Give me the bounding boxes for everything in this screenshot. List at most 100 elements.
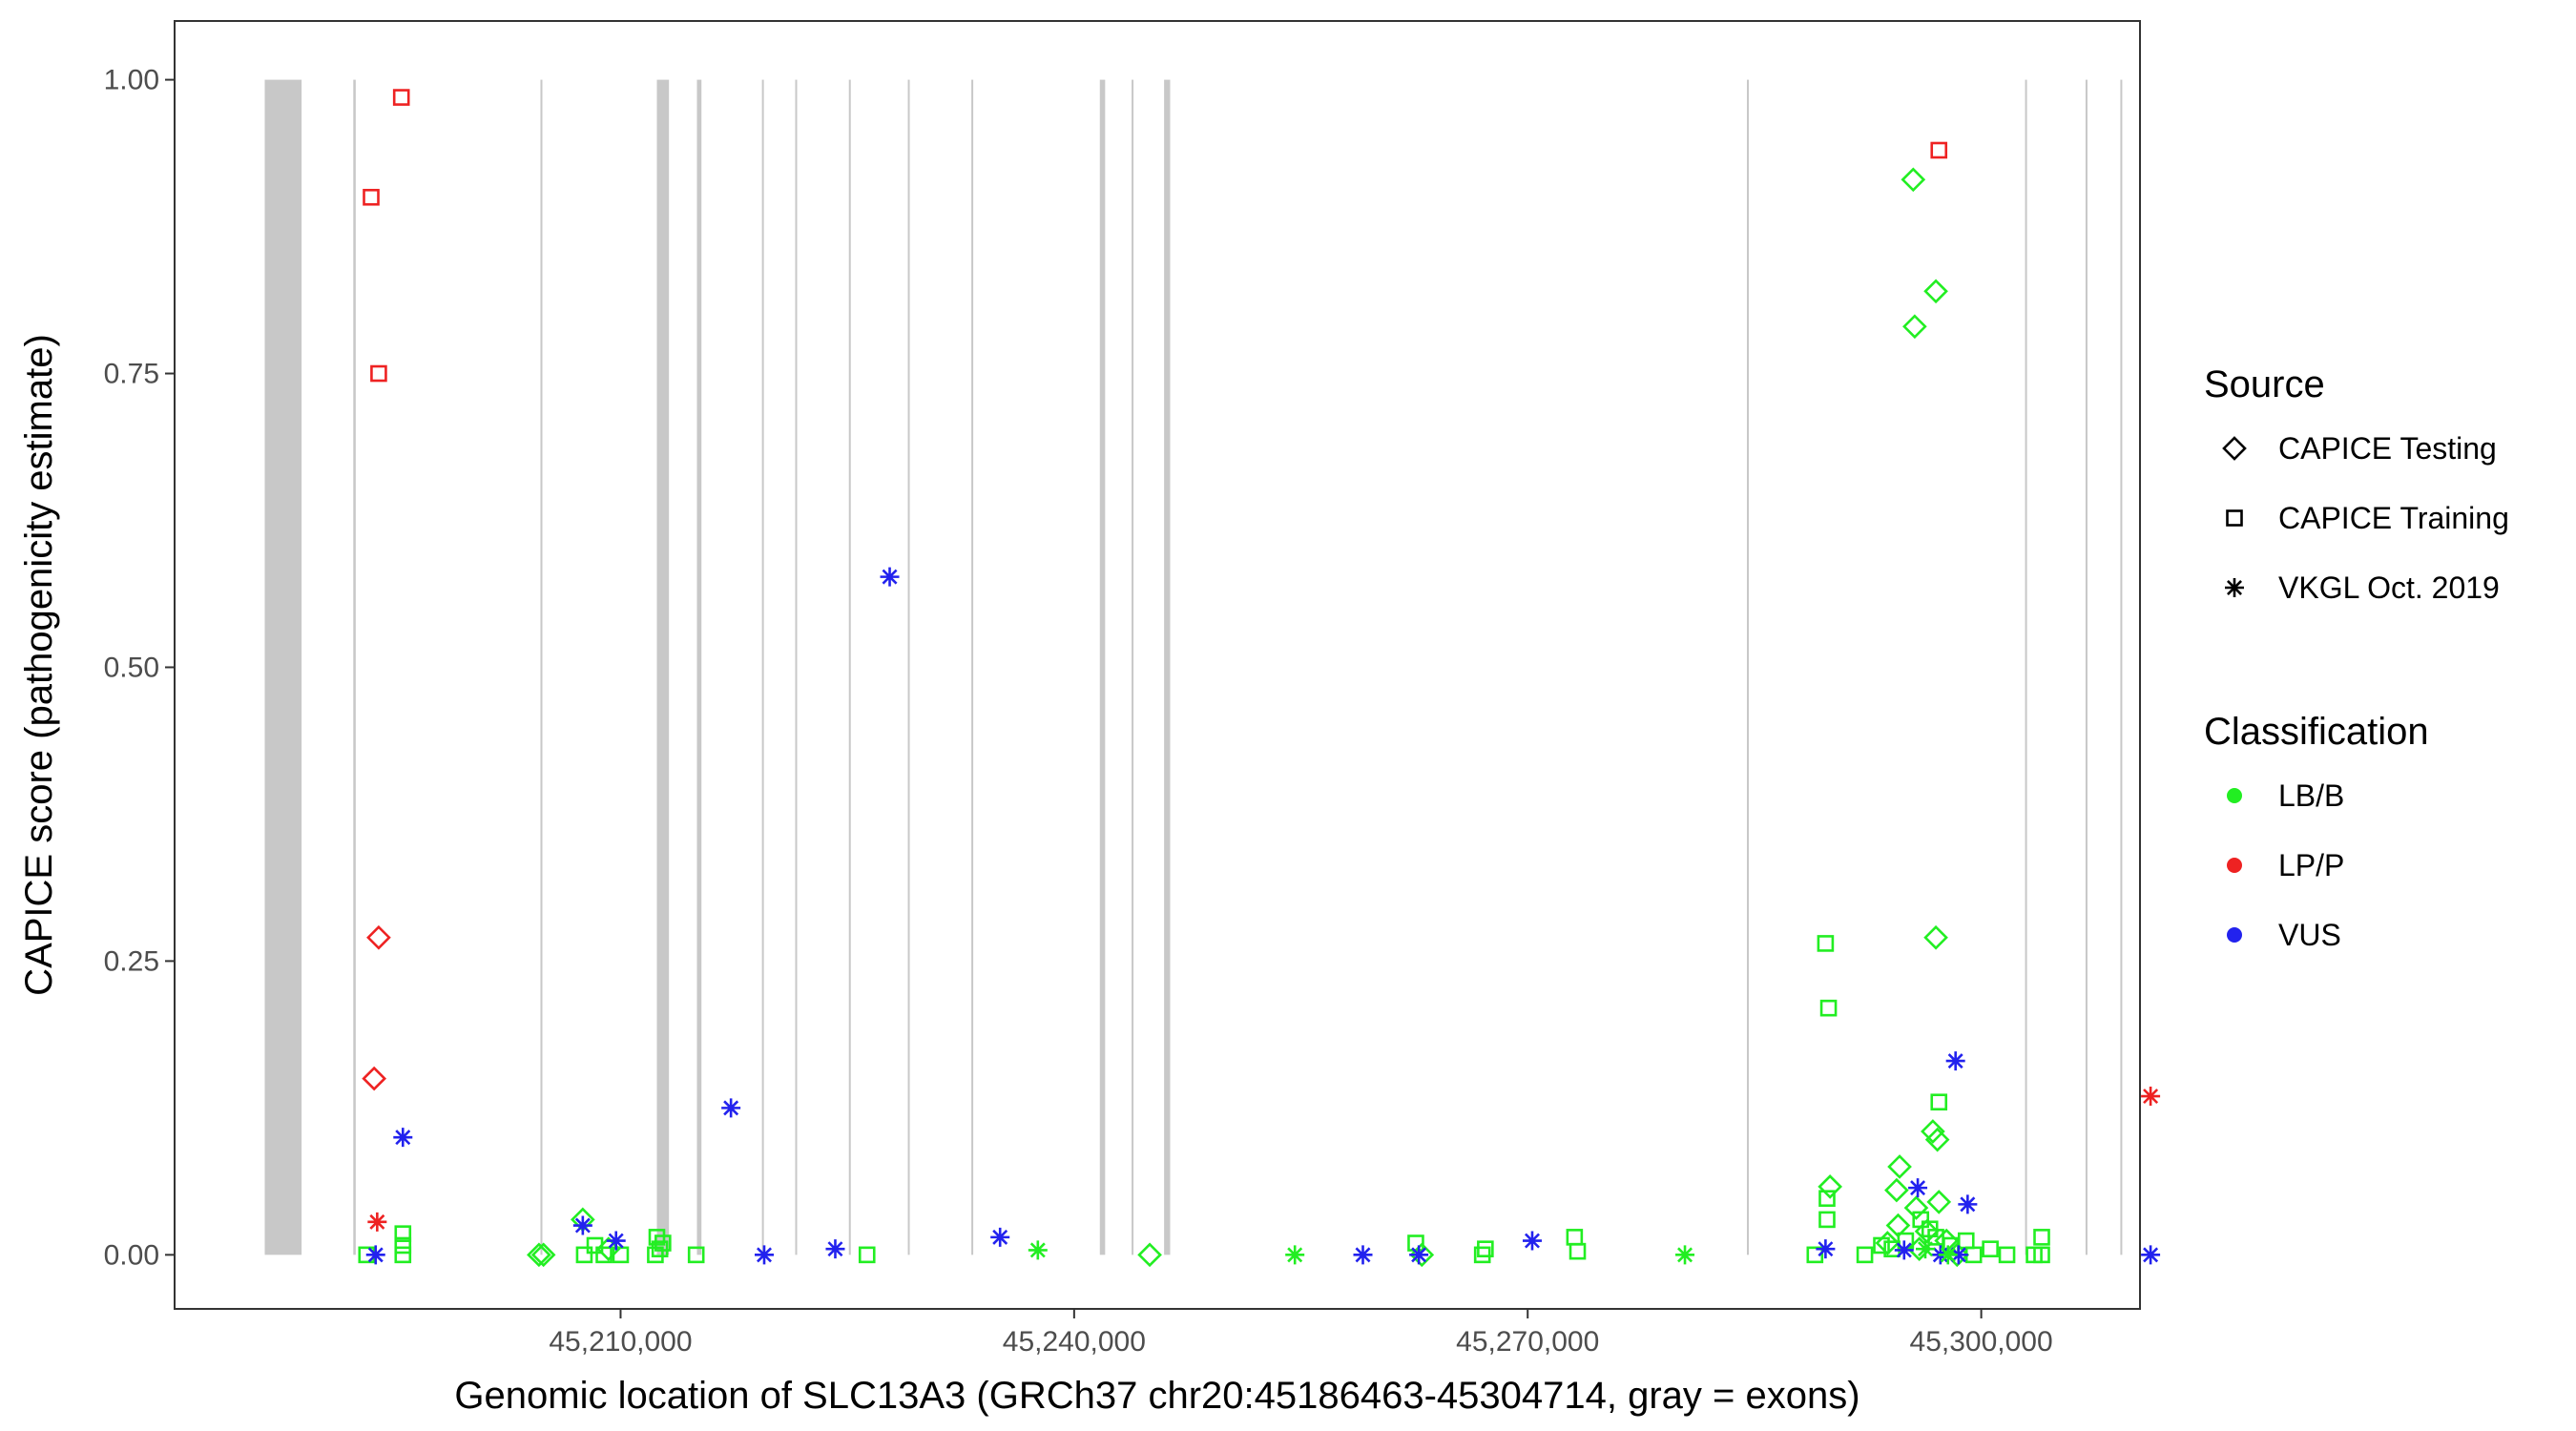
x-tick-label: 45,300,000 [1910,1326,2053,1358]
point-square-lb-b [394,1236,412,1255]
point-square-lb-b [2033,1229,2050,1246]
x-tick-label: 45,210,000 [549,1326,692,1358]
x-tick-label: 45,270,000 [1456,1326,1599,1358]
legend: Source CAPICE Testing CAPICE Training VKGL… [2204,363,2509,952]
point-square-lb-b [687,1246,705,1264]
point-square-lb-b [1477,1240,1494,1257]
y-tick-label: 1.00 [104,65,159,96]
exon-bands [264,79,2123,1255]
point-diamond-lb-b [1923,279,1948,304]
point-square-lb-b [575,1246,593,1264]
legend-label: CAPICE Testing [2278,431,2497,466]
exon-band [264,79,302,1255]
point-asterisk-vus [1948,1245,1968,1265]
point-diamond-lb-b [1926,1190,1952,1214]
y-tick-label: 0.25 [104,945,159,977]
point-asterisk-vus [880,567,900,587]
point-square-lb-b [1806,1246,1824,1264]
point-square-lb-b [1982,1240,1999,1257]
point-diamond-lb-b [1137,1242,1162,1268]
legend-key-dot [2227,788,2242,803]
point-asterisk-vus [1522,1231,1542,1251]
point-square-lb-b [1856,1246,1874,1264]
point-asterisk-vus [572,1215,592,1235]
y-tick-label: 0.00 [104,1239,159,1271]
point-diamond-lb-b [527,1242,551,1268]
point-square-lb-b [1873,1236,1890,1255]
legend-key-square [2226,509,2243,527]
point-asterisk-vus [825,1239,845,1259]
x-axis-title: Genomic location of SLC13A3 (GRCh37 chr2… [454,1375,1859,1417]
point-square-lp-p [363,188,380,206]
legend-source-items: CAPICE Testing CAPICE Training VKGL Oct. 2… [2222,431,2509,605]
point-diamond-lb-b [1818,1174,1842,1199]
point-asterisk-vus [755,1245,774,1265]
point-asterisk-vus [1353,1245,1373,1265]
x-tick-label: 45,240,000 [1003,1326,1146,1358]
exon-band [353,79,356,1255]
exon-band [1099,79,1106,1255]
point-square-lb-b [1818,1190,1836,1208]
point-square-lb-b [1818,1211,1836,1229]
exon-band [795,79,798,1255]
point-asterisk-lb-b [1915,1239,1935,1259]
point-square-lb-b [1819,999,1838,1017]
legend-label: VUS [2278,918,2341,952]
exon-band [656,79,670,1255]
point-asterisk-vus [393,1128,413,1148]
point-square-lp-p [1930,141,1948,159]
point-asterisk-vus [721,1098,741,1118]
point-square-lb-b [1912,1211,1930,1229]
point-diamond-lb-b [1921,1119,1945,1144]
point-square-lb-b [1473,1246,1491,1264]
point-asterisk-vus [1908,1178,1928,1198]
point-square-lp-p [370,364,387,383]
point-asterisk-lb-b [1285,1245,1305,1265]
data-points [358,89,2161,1268]
legend-classification-title: Classification [2204,711,2429,753]
point-square-lb-b [1957,1232,1975,1250]
point-asterisk-vus [606,1231,626,1251]
point-asterisk-lp-p [2141,1087,2161,1107]
point-diamond-lp-p [362,1066,387,1091]
exon-band [1164,79,1171,1255]
exon-band [2025,79,2027,1255]
point-square-lb-b [1930,1093,1948,1111]
exon-band [971,79,974,1255]
point-asterisk-lb-b [1028,1240,1048,1260]
exon-band [907,79,910,1255]
exon-band [2085,79,2088,1255]
point-asterisk-vus [1958,1194,1978,1214]
legend-key-dot [2227,927,2242,943]
point-asterisk-vus [990,1227,1010,1247]
legend-label: CAPICE Training [2278,501,2509,535]
point-square-lb-b [1566,1229,1584,1246]
point-asterisk-vus [1409,1245,1429,1265]
point-square-lb-b [1998,1246,2016,1264]
point-diamond-lb-b [1923,924,1948,950]
point-diamond-lb-b [1884,1177,1909,1203]
point-diamond-lb-b [1924,1127,1950,1152]
point-asterisk-vus [2141,1245,2161,1265]
exon-band [540,79,543,1255]
exon-band [1747,79,1749,1255]
exon-band [761,79,764,1255]
point-diamond-lb-b [1903,1195,1929,1220]
point-square-lb-b [586,1236,604,1255]
legend-classification-items: LB/B LP/P VUS [2227,778,2344,952]
point-square-lb-b [394,1225,412,1242]
legend-label: VKGL Oct. 2019 [2278,570,2500,605]
point-asterisk-lb-b [1938,1245,1958,1265]
point-square-lb-b [654,1234,672,1252]
point-asterisk-vus [1894,1240,1914,1260]
exon-band [2120,79,2123,1255]
point-square-lb-b [595,1246,613,1264]
point-square-lb-b [394,1246,412,1264]
legend-source-title: Source [2204,363,2325,405]
point-square-lp-p [392,89,410,106]
point-square-lb-b [1568,1242,1587,1260]
point-square-lb-b [1407,1234,1424,1252]
point-square-lb-b [1817,935,1835,952]
point-asterisk-vus [365,1245,385,1265]
